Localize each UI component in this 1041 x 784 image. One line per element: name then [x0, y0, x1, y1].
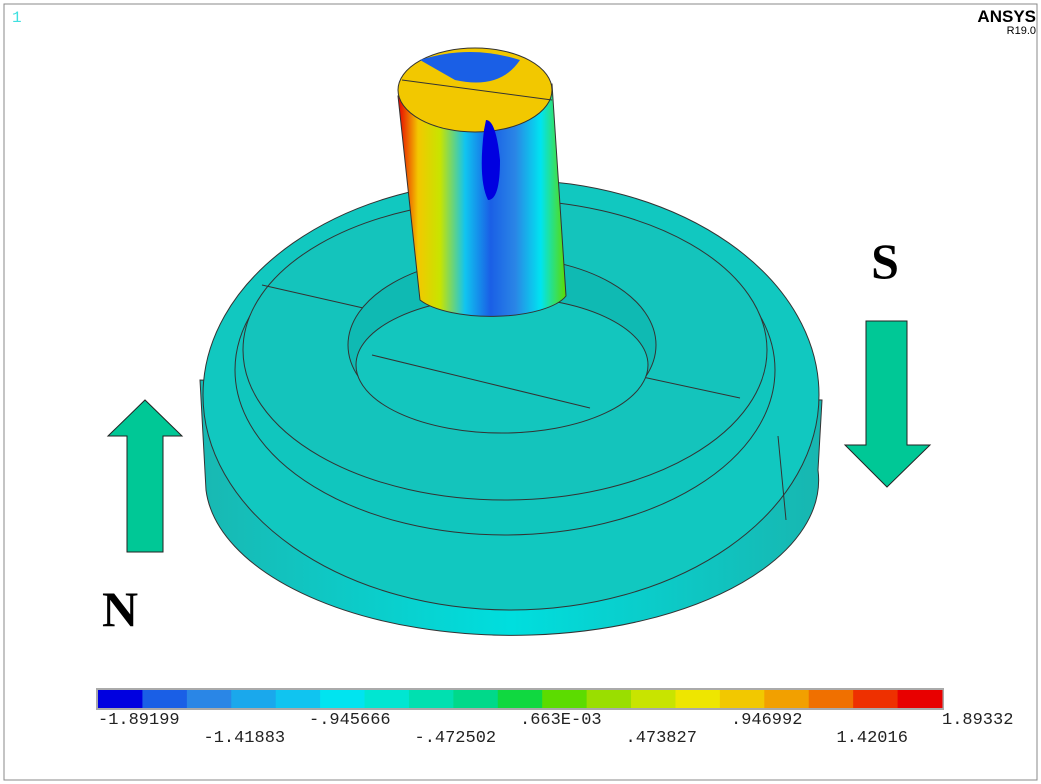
legend-label: .663E-03	[520, 711, 602, 730]
legend-label: .946992	[731, 711, 802, 730]
seam	[401, 79, 553, 101]
logo-title: ANSYS	[977, 7, 1036, 26]
color-segment	[764, 690, 810, 708]
shaft-side	[397, 83, 567, 317]
color-segment	[586, 690, 632, 708]
seam	[637, 375, 741, 399]
color-segment	[142, 690, 188, 708]
seam	[777, 435, 787, 521]
legend-label: .473827	[626, 729, 697, 748]
color-segment	[897, 690, 943, 708]
label-south: S	[871, 233, 899, 289]
seam	[371, 354, 591, 409]
frame	[3, 3, 1038, 781]
color-segment	[719, 690, 765, 708]
legend-label: -1.89199	[98, 711, 180, 730]
color-segment	[231, 690, 277, 708]
arrow-up	[106, 399, 184, 553]
color-segment	[497, 690, 543, 708]
color-segment	[408, 690, 454, 708]
color-segment	[275, 690, 321, 708]
model	[199, 47, 823, 636]
label-north: N	[102, 581, 138, 637]
window-number: 1	[12, 9, 22, 27]
legend-label: -.945666	[309, 711, 391, 730]
color-segment	[98, 690, 143, 708]
legend-label: 1.42016	[837, 729, 908, 748]
shaft-top-patch	[420, 52, 520, 83]
color-segment	[675, 690, 721, 708]
color-segment	[631, 690, 676, 708]
legend-label: -.472502	[415, 729, 497, 748]
color-segment	[186, 690, 232, 708]
seam	[261, 284, 373, 311]
color-segment	[542, 690, 588, 708]
color-segment	[364, 690, 410, 708]
legend-label: -1.41883	[204, 729, 286, 748]
arrow-down	[843, 320, 932, 488]
shaft-patch	[481, 120, 500, 200]
logo-version: R19.0	[1007, 25, 1036, 37]
legend: -1.89199 -1.41883 -.945666 -.472502 .663E-03…	[96, 688, 1013, 748]
legend-label: 1.89332	[942, 711, 1013, 730]
color-segment	[808, 690, 854, 708]
color-segment	[853, 690, 899, 708]
color-segment	[320, 690, 366, 708]
hole-floor	[355, 296, 649, 434]
color-segment	[453, 690, 499, 708]
